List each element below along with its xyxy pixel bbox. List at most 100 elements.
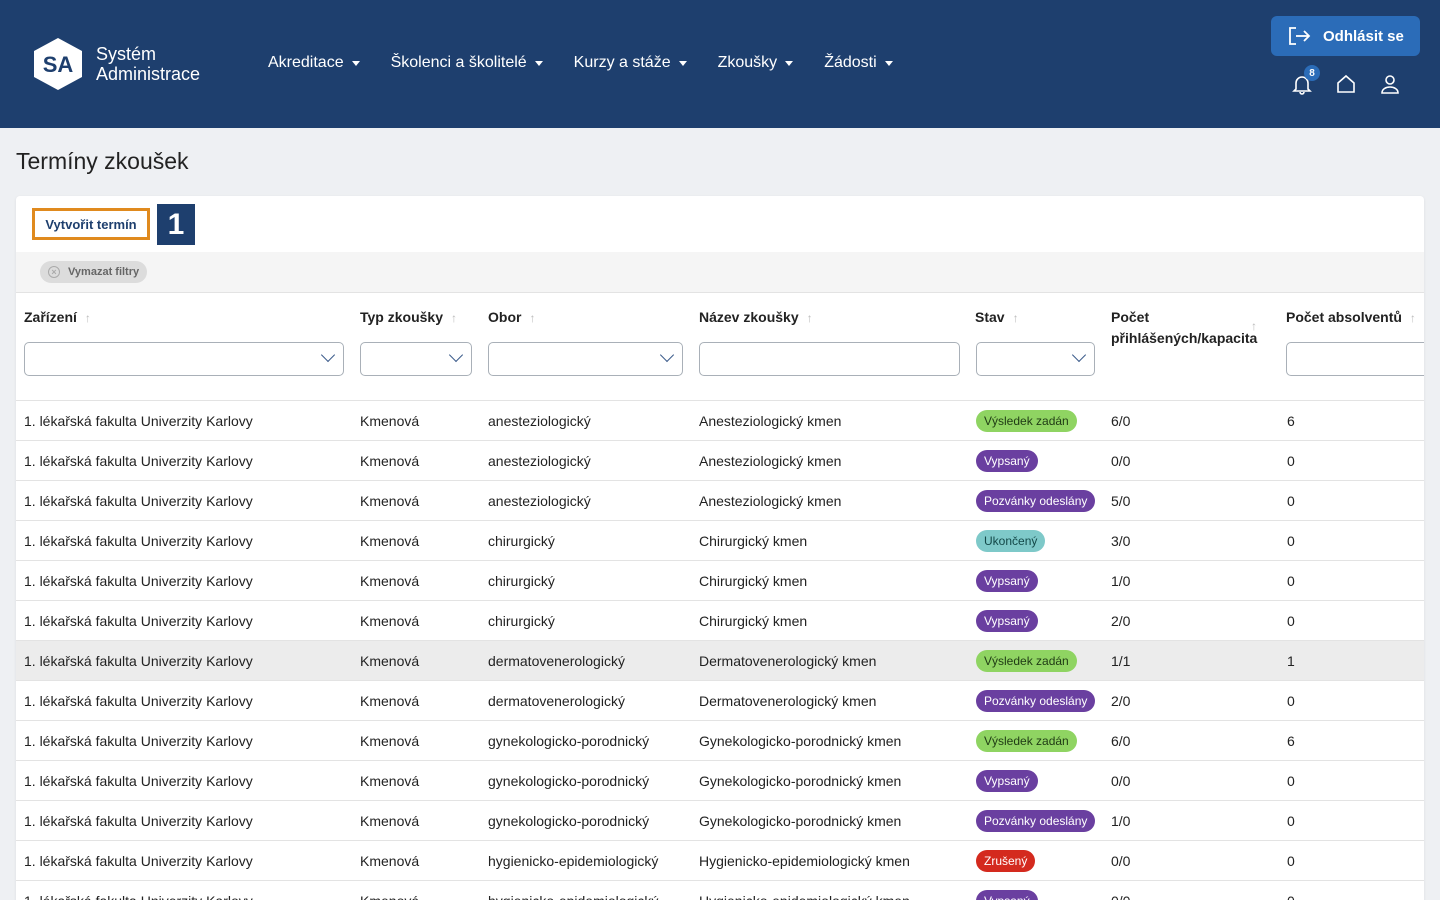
- col-header-status[interactable]: Stav ↑: [975, 307, 1019, 329]
- caret-down-icon: [884, 60, 893, 66]
- table-row[interactable]: 1. lékařská fakulta Univerzity Karlovy Km…: [16, 601, 1424, 641]
- cell-graduates: 0: [1287, 773, 1295, 789]
- status-filter-select[interactable]: [976, 342, 1095, 376]
- nav-akreditace[interactable]: Akreditace: [268, 52, 360, 74]
- cell-facility: 1. lékařská fakulta Univerzity Karlovy: [24, 493, 253, 509]
- col-header-registered[interactable]: Počet přihlášených/kapacita: [1111, 307, 1257, 349]
- status-badge: Vypsaný: [976, 890, 1038, 900]
- col-header-facility[interactable]: Zařízení ↑: [24, 307, 91, 329]
- cell-graduates: 0: [1287, 813, 1295, 829]
- graduates-filter-input[interactable]: [1286, 342, 1424, 376]
- cell-field: anesteziologický: [488, 493, 591, 509]
- page-title: Termíny zkoušek: [16, 148, 189, 174]
- type-filter-select[interactable]: [360, 342, 472, 376]
- sort-arrow-icon[interactable]: ↑: [529, 311, 536, 325]
- table-row[interactable]: 1. lékařská fakulta Univerzity Karlovy Km…: [16, 561, 1424, 601]
- clear-filters-label: Vymazat filtry: [68, 266, 140, 278]
- table-row[interactable]: 1. lékařská fakulta Univerzity Karlovy Km…: [16, 761, 1424, 801]
- nav-zadosti[interactable]: Žádosti: [824, 52, 893, 74]
- table-row[interactable]: 1. lékařská fakulta Univerzity Karlovy Km…: [16, 641, 1424, 681]
- cell-type: Kmenová: [360, 813, 420, 829]
- col-header-label: Typ zkoušky: [360, 309, 443, 325]
- table-row[interactable]: 1. lékařská fakulta Univerzity Karlovy Km…: [16, 401, 1424, 441]
- cell-type: Kmenová: [360, 413, 420, 429]
- cell-type: Kmenová: [360, 773, 420, 789]
- caret-down-icon: [785, 60, 794, 66]
- nav-kurzy[interactable]: Kurzy a stáže: [574, 52, 687, 74]
- table-row[interactable]: 1. lékařská fakulta Univerzity Karlovy Km…: [16, 881, 1424, 900]
- clear-filters-button[interactable]: × Vymazat filtry: [40, 261, 148, 283]
- caret-down-icon: [351, 60, 360, 66]
- cell-name: Dermatovenerologický kmen: [699, 653, 877, 669]
- home-icon[interactable]: [1335, 73, 1357, 95]
- table-row[interactable]: 1. lékařská fakulta Univerzity Karlovy Km…: [16, 521, 1424, 561]
- exam-terms-card: Vytvořit termín 1 × Vymazat filtry Zaříz…: [16, 196, 1424, 900]
- cell-type: Kmenová: [360, 893, 419, 900]
- cell-type: Kmenová: [360, 693, 420, 709]
- cell-type: Kmenová: [360, 733, 420, 749]
- table-row[interactable]: 1. lékařská fakulta Univerzity Karlovy Km…: [16, 481, 1424, 521]
- cell-name: Anesteziologický kmen: [699, 453, 842, 469]
- field-filter-select[interactable]: [488, 342, 683, 376]
- col-header-label: Název zkoušky: [699, 309, 799, 325]
- step-marker: 1: [157, 204, 195, 245]
- chevron-down-icon: [659, 347, 675, 363]
- cell-field: chirurgický: [488, 533, 555, 549]
- brand-line1: Systém: [96, 44, 157, 64]
- status-badge: Výsledek zadán: [976, 730, 1077, 752]
- cell-registered: 0/0: [1111, 853, 1131, 869]
- col-header-type[interactable]: Typ zkoušky ↑: [360, 307, 457, 329]
- close-circle-icon: ×: [48, 266, 60, 278]
- col-header-label: Zařízení: [24, 309, 77, 325]
- create-term-button[interactable]: Vytvořit termín: [32, 208, 150, 240]
- col-header-name[interactable]: Název zkoušky ↑: [699, 307, 813, 329]
- nav-zkousky[interactable]: Zkoušky: [718, 52, 794, 74]
- cell-name: Gynekologicko-porodnický kmen: [699, 773, 902, 789]
- cell-name: Anesteziologický kmen: [699, 493, 842, 509]
- cell-type: Kmenová: [360, 653, 420, 669]
- user-icon[interactable]: [1379, 73, 1401, 95]
- table-row[interactable]: 1. lékařská fakulta Univerzity Karlovy Km…: [16, 841, 1424, 881]
- cell-facility: 1. lékařská fakulta Univerzity Karlovy: [24, 733, 253, 749]
- cell-facility: 1. lékařská fakulta Univerzity Karlovy: [24, 613, 253, 629]
- cell-type: Kmenová: [360, 493, 420, 509]
- table-row[interactable]: 1. lékařská fakulta Univerzity Karlovy Km…: [16, 801, 1424, 841]
- sort-arrow-icon[interactable]: ↑: [84, 311, 91, 325]
- cell-name: Chirurgický kmen: [699, 613, 808, 629]
- cell-field: gynekologicko-porodnický: [488, 773, 650, 789]
- cell-graduates: 0: [1287, 533, 1295, 549]
- status-badge: Výsledek zadán: [976, 650, 1077, 672]
- col-header-graduates[interactable]: Počet absolventů ↑: [1286, 307, 1416, 329]
- cell-graduates: 6: [1287, 413, 1295, 429]
- logo-icon[interactable]: SA: [33, 37, 83, 91]
- col-header-label: Počet absolventů: [1286, 309, 1402, 325]
- cell-facility: 1. lékařská fakulta Univerzity Karlovy: [24, 773, 253, 789]
- cell-type: Kmenová: [360, 613, 420, 629]
- sort-arrow-icon[interactable]: ↑: [451, 311, 457, 325]
- brand-name[interactable]: Systém Administrace: [96, 44, 200, 84]
- status-badge: Pozvánky odeslány: [976, 810, 1096, 832]
- sort-arrow-icon[interactable]: ↑: [806, 311, 813, 325]
- cell-registered: 1/1: [1111, 653, 1131, 669]
- chevron-down-icon: [1071, 347, 1087, 363]
- sort-arrow-icon[interactable]: ↑: [1012, 311, 1019, 325]
- name-filter-input[interactable]: [699, 342, 960, 376]
- table-row[interactable]: 1. lékařská fakulta Univerzity Karlovy Km…: [16, 721, 1424, 761]
- facility-filter-select[interactable]: [24, 342, 344, 376]
- nav-skolenci[interactable]: Školenci a školitelé: [391, 52, 543, 74]
- table-row[interactable]: 1. lékařská fakulta Univerzity Karlovy Km…: [16, 681, 1424, 721]
- cell-name: Gynekologicko-porodnický kmen: [699, 733, 902, 749]
- sort-arrow-icon[interactable]: ↑: [1251, 319, 1257, 333]
- col-header-field[interactable]: Obor ↑: [488, 307, 535, 329]
- col-header-label: Obor: [488, 309, 522, 325]
- cell-graduates: 0: [1287, 893, 1295, 900]
- cell-graduates: 0: [1287, 493, 1295, 509]
- logout-button[interactable]: Odhlásit se: [1271, 16, 1420, 56]
- cell-facility: 1. lékařská fakulta Univerzity Karlovy: [24, 853, 253, 869]
- nav-label: Zkoušky: [717, 54, 778, 71]
- cell-registered: 0/0: [1111, 773, 1131, 789]
- cell-type: Kmenová: [360, 853, 420, 869]
- cell-graduates: 0: [1287, 853, 1295, 869]
- sort-arrow-icon[interactable]: ↑: [1409, 311, 1416, 325]
- table-row[interactable]: 1. lékařská fakulta Univerzity Karlovy Km…: [16, 441, 1424, 481]
